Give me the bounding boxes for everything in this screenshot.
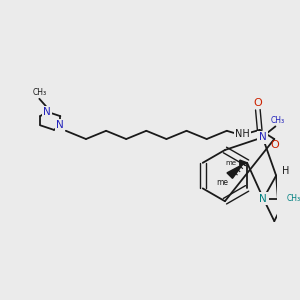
Text: me: me [216, 178, 228, 188]
Text: N: N [56, 120, 64, 130]
Text: CH₃: CH₃ [32, 88, 46, 97]
Polygon shape [227, 165, 242, 178]
Text: N: N [260, 194, 267, 204]
Text: H: H [282, 166, 289, 176]
Text: me: me [225, 160, 236, 166]
Text: NH: NH [235, 130, 250, 140]
Text: O: O [254, 98, 262, 108]
Text: CH₃: CH₃ [286, 194, 300, 203]
Text: N: N [43, 106, 50, 117]
Text: CH₃: CH₃ [270, 116, 284, 125]
Text: N: N [259, 132, 266, 142]
Polygon shape [240, 160, 247, 166]
Text: O: O [271, 140, 280, 150]
